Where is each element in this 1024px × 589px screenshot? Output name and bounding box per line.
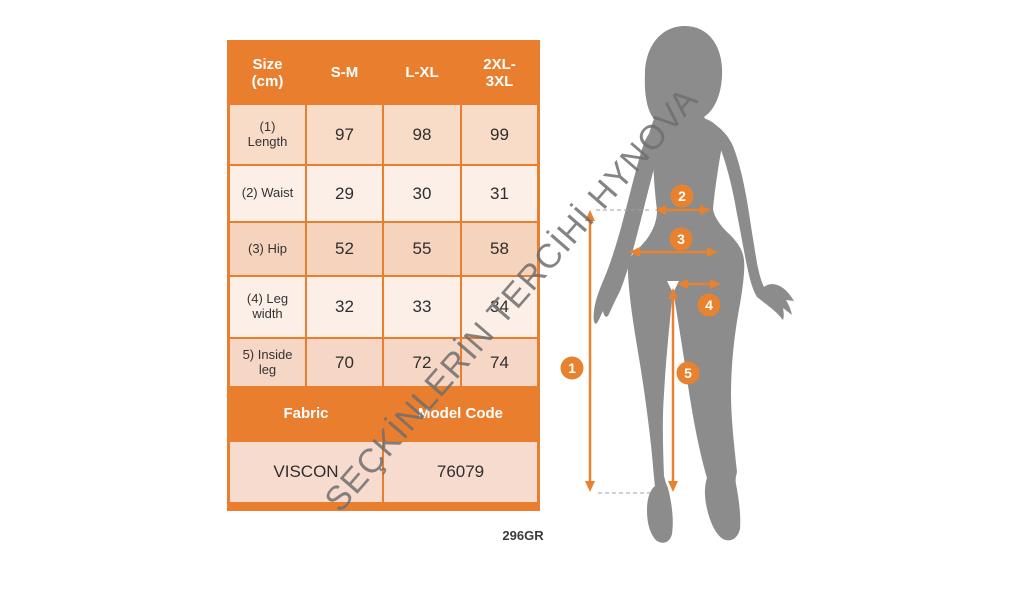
silhouette-right-arm — [705, 119, 794, 320]
row-label-waist: (2) Waist — [230, 166, 305, 221]
model-code-header-cell: Model Code — [384, 388, 537, 440]
value-cell: 58 — [462, 223, 537, 275]
header-s-m: S-M — [307, 43, 382, 103]
length-arrow — [585, 210, 595, 492]
fabric-header-cell: Fabric — [230, 388, 382, 440]
row-label-hip: (3) Hip — [230, 223, 305, 275]
value-cell: 31 — [462, 166, 537, 221]
silhouette-left-arm — [593, 119, 670, 324]
svg-text:1: 1 — [568, 360, 576, 376]
value-cell: 34 — [462, 277, 537, 337]
hip-arrow — [629, 247, 718, 257]
value-cell: 33 — [384, 277, 460, 337]
crotch-notch — [667, 281, 679, 293]
svg-text:4: 4 — [705, 297, 713, 313]
value-cell: 52 — [307, 223, 382, 275]
measurement-figure-diagram: 1 2 3 4 5 — [560, 26, 794, 543]
silhouette-body — [627, 90, 745, 543]
fabric-value-cell: VISCON — [230, 442, 382, 502]
value-cell: 32 — [307, 277, 382, 337]
value-cell: 70 — [307, 339, 382, 386]
marker-circle-1: 1 — [560, 356, 584, 380]
value-cell: 72 — [384, 339, 460, 386]
silhouette-head — [644, 26, 723, 144]
value-cell: 99 — [462, 105, 537, 164]
product-weight-label: 296GR — [502, 528, 544, 543]
svg-text:3: 3 — [677, 231, 685, 247]
value-cell: 55 — [384, 223, 460, 275]
marker-circle-4: 4 — [697, 293, 721, 317]
row-label-inside-leg: 5) Inside leg — [230, 339, 305, 386]
value-cell: 97 — [307, 105, 382, 164]
value-cell: 29 — [307, 166, 382, 221]
leg-width-arrow — [677, 279, 721, 289]
row-label-leg-width: (4) Leg width — [230, 277, 305, 337]
marker-circle-5: 5 — [676, 361, 700, 385]
marker-circle-3: 3 — [669, 227, 693, 251]
female-silhouette — [593, 26, 794, 543]
waist-arrow — [655, 205, 711, 215]
value-cell: 98 — [384, 105, 460, 164]
size-chart-table: Size (cm) S-M L-XL 2XL-3XL (1) Length 97… — [227, 40, 540, 511]
value-cell: 74 — [462, 339, 537, 386]
svg-text:5: 5 — [684, 365, 692, 381]
header-l-xl: L-XL — [384, 43, 460, 103]
header-2xl-3xl: 2XL-3XL — [462, 43, 537, 103]
row-label-length: (1) Length — [230, 105, 305, 164]
header-size-cm: Size (cm) — [230, 43, 305, 103]
inside-leg-arrow — [668, 288, 678, 492]
marker-circle-2: 2 — [670, 184, 694, 208]
svg-text:2: 2 — [678, 188, 686, 204]
value-cell: 30 — [384, 166, 460, 221]
model-code-value-cell: 76079 — [384, 442, 537, 502]
